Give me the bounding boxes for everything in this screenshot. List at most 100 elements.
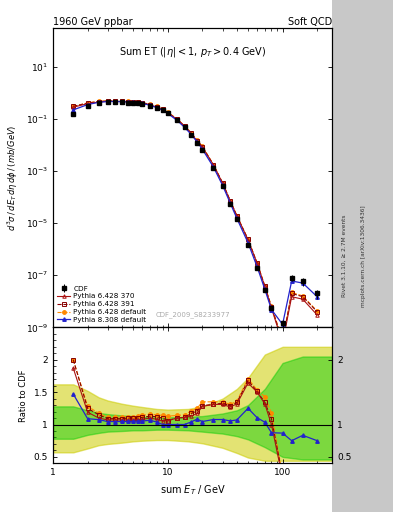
Legend: CDF, Pythia 6.428 370, Pythia 6.428 391, Pythia 6.428 default, Pythia 8.308 defa: CDF, Pythia 6.428 370, Pythia 6.428 391,… xyxy=(56,284,148,325)
Pythia 6.428 391 xyxy=(289,290,294,296)
Pythia 6.428 default xyxy=(136,99,140,105)
Pythia 6.428 370 xyxy=(148,102,152,108)
Pythia 6.428 391 xyxy=(200,144,205,150)
Pythia 8.308 default xyxy=(148,102,152,109)
Pythia 8.308 default xyxy=(228,200,233,206)
Pythia 6.428 391 xyxy=(131,99,136,105)
Pythia 8.308 default xyxy=(154,104,159,111)
Pythia 6.428 370 xyxy=(113,98,118,104)
Pythia 8.308 default xyxy=(246,240,250,246)
X-axis label: sum $E_T$ / GeV: sum $E_T$ / GeV xyxy=(160,483,226,497)
Pythia 8.308 default xyxy=(189,132,194,138)
Pythia 6.428 391 xyxy=(113,98,118,104)
Pythia 6.428 default xyxy=(131,98,136,104)
Pythia 8.308 default xyxy=(195,139,200,145)
Pythia 6.428 370 xyxy=(269,305,274,311)
Pythia 6.428 default xyxy=(160,106,165,112)
Pythia 6.428 default xyxy=(195,137,200,143)
Pythia 6.428 default xyxy=(85,100,90,106)
Pythia 6.428 default xyxy=(289,289,294,295)
Pythia 6.428 391 xyxy=(120,98,125,104)
Pythia 6.428 370 xyxy=(220,180,225,186)
Pythia 6.428 default xyxy=(148,101,152,108)
Pythia 8.308 default xyxy=(269,307,274,313)
Pythia 6.428 370 xyxy=(96,99,101,105)
Pythia 6.428 default xyxy=(228,198,233,204)
Pythia 8.308 default xyxy=(165,111,170,117)
Pythia 6.428 370 xyxy=(182,123,187,130)
Pythia 6.428 391 xyxy=(246,237,250,243)
Pythia 8.308 default xyxy=(120,99,125,105)
Pythia 6.428 default xyxy=(189,130,194,136)
Pythia 6.428 391 xyxy=(220,180,225,186)
Pythia 6.428 391 xyxy=(165,110,170,116)
Pythia 6.428 391 xyxy=(126,98,130,104)
Pythia 6.428 default xyxy=(154,103,159,110)
Pythia 8.308 default xyxy=(126,99,130,105)
Pythia 6.428 370 xyxy=(105,98,110,104)
Pythia 6.428 default xyxy=(220,180,225,186)
Pythia 6.428 370 xyxy=(195,138,200,144)
Pythia 6.428 default xyxy=(105,98,110,104)
Pythia 6.428 391 xyxy=(228,198,233,204)
Pythia 6.428 391 xyxy=(182,123,187,130)
Pythia 8.308 default xyxy=(220,182,225,188)
Pythia 6.428 391 xyxy=(154,103,159,110)
Line: Pythia 8.308 default: Pythia 8.308 default xyxy=(72,100,319,326)
Pythia 8.308 default xyxy=(160,108,165,114)
Pythia 8.308 default xyxy=(174,117,179,123)
Pythia 6.428 391 xyxy=(255,260,259,266)
Pythia 6.428 370 xyxy=(85,101,90,107)
Pythia 6.428 default xyxy=(200,143,205,150)
Pythia 6.428 391 xyxy=(211,162,216,168)
Pythia 6.428 391 xyxy=(235,213,239,219)
Pythia 6.428 default xyxy=(165,109,170,115)
Pythia 6.428 370 xyxy=(71,104,75,110)
Pythia 6.428 370 xyxy=(200,144,205,150)
Pythia 6.428 370 xyxy=(120,98,125,104)
Line: Pythia 6.428 370: Pythia 6.428 370 xyxy=(72,99,319,345)
Pythia 6.428 370 xyxy=(246,237,250,243)
Pythia 6.428 default xyxy=(174,116,179,122)
Pythia 6.428 370 xyxy=(228,198,233,204)
Pythia 8.308 default xyxy=(85,101,90,108)
Pythia 6.428 default xyxy=(315,308,320,314)
Pythia 6.428 default xyxy=(269,303,274,309)
Text: CDF_2009_S8233977: CDF_2009_S8233977 xyxy=(155,312,230,318)
Pythia 6.428 default xyxy=(113,98,118,104)
Line: Pythia 6.428 default: Pythia 6.428 default xyxy=(72,99,319,342)
Pythia 6.428 370 xyxy=(235,213,239,219)
Pythia 6.428 default xyxy=(140,99,145,105)
Pythia 6.428 default xyxy=(182,123,187,129)
Pythia 8.308 default xyxy=(300,280,305,286)
Pythia 8.308 default xyxy=(315,293,320,300)
Pythia 6.428 391 xyxy=(315,309,320,315)
Text: Soft QCD: Soft QCD xyxy=(288,17,332,27)
Pythia 6.428 default xyxy=(246,236,250,242)
Pythia 6.428 370 xyxy=(174,116,179,122)
Text: mcplots.cern.ch [arXiv:1306.3436]: mcplots.cern.ch [arXiv:1306.3436] xyxy=(362,205,366,307)
Pythia 6.428 370 xyxy=(126,99,130,105)
Pythia 6.428 391 xyxy=(280,338,285,344)
Pythia 8.308 default xyxy=(136,100,140,106)
Pythia 8.308 default xyxy=(211,164,216,170)
Pythia 6.428 391 xyxy=(71,103,75,110)
Pythia 8.308 default xyxy=(140,100,145,106)
Y-axis label: Ratio to CDF: Ratio to CDF xyxy=(19,369,28,421)
Y-axis label: $d^3\sigma\,/\,dE_T\,d\eta\,d\phi\,/\,(mb/GeV)$: $d^3\sigma\,/\,dE_T\,d\eta\,d\phi\,/\,(m… xyxy=(6,124,20,231)
Pythia 6.428 391 xyxy=(189,130,194,136)
Pythia 8.308 default xyxy=(255,264,259,270)
Pythia 8.308 default xyxy=(71,107,75,113)
Pythia 6.428 391 xyxy=(105,98,110,104)
Pythia 6.428 391 xyxy=(140,100,145,106)
Line: Pythia 6.428 391: Pythia 6.428 391 xyxy=(72,99,319,343)
Pythia 6.428 391 xyxy=(85,100,90,106)
Pythia 6.428 391 xyxy=(269,304,274,310)
Pythia 8.308 default xyxy=(280,322,285,328)
Pythia 6.428 370 xyxy=(165,110,170,116)
Pythia 6.428 370 xyxy=(289,293,294,300)
Pythia 8.308 default xyxy=(235,216,239,222)
Pythia 6.428 370 xyxy=(263,284,267,290)
Pythia 6.428 370 xyxy=(255,260,259,266)
Pythia 6.428 default xyxy=(126,98,130,104)
